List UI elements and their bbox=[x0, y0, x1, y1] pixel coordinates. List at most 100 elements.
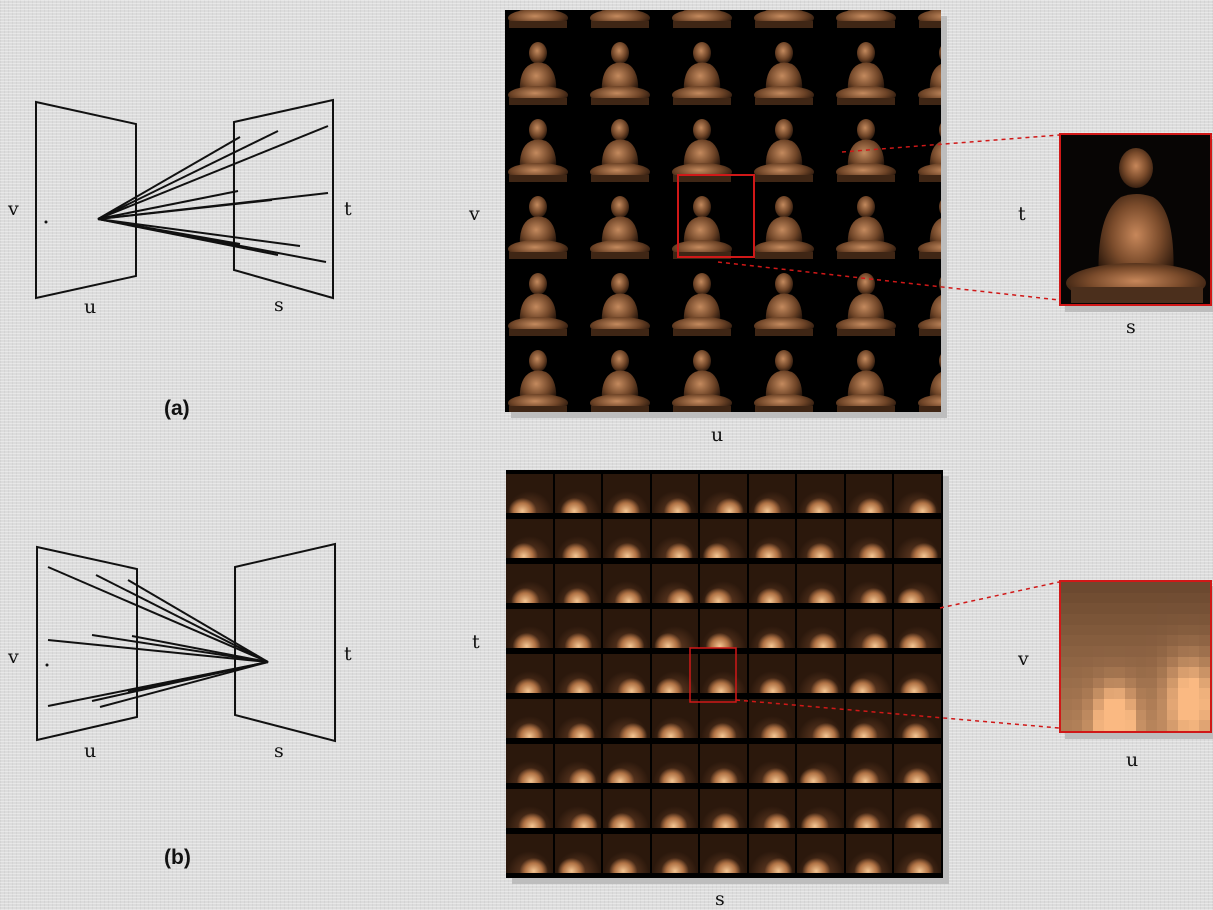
zoom-pixel bbox=[1082, 709, 1094, 721]
light-pattern-thumbnail bbox=[554, 474, 601, 513]
light-pattern-thumbnail bbox=[603, 699, 650, 738]
zoom-pixel bbox=[1156, 720, 1168, 731]
zoom-pixel bbox=[1167, 720, 1179, 731]
zoom-pixel bbox=[1071, 582, 1083, 594]
light-pattern-thumbnail bbox=[797, 564, 844, 603]
zoom-pixel bbox=[1061, 656, 1073, 668]
panel-a-zoom-view bbox=[1059, 133, 1212, 306]
panel-b-s-label: s bbox=[274, 740, 284, 762]
panel-b-connector-top bbox=[939, 581, 1060, 609]
zoom-pixel bbox=[1082, 688, 1094, 700]
zoom-pixel bbox=[1082, 613, 1094, 626]
zoom-pixel bbox=[1103, 645, 1115, 657]
zoom-pixel bbox=[1135, 645, 1147, 657]
light-pattern-thumbnail bbox=[554, 789, 601, 828]
zoom-pixel bbox=[1114, 656, 1126, 668]
zoom-pixel bbox=[1135, 624, 1147, 636]
panel-a-image-grid bbox=[505, 10, 941, 412]
light-pattern-thumbnail bbox=[748, 564, 795, 603]
zoom-pixel bbox=[1146, 603, 1158, 615]
zoom-pixel bbox=[1188, 645, 1200, 657]
light-pattern-thumbnail bbox=[506, 654, 553, 693]
zoom-pixel bbox=[1071, 677, 1083, 689]
panel-b-rays bbox=[47, 566, 269, 708]
zoom-pixel bbox=[1188, 720, 1200, 731]
buddha-zoom-image bbox=[1066, 148, 1206, 303]
light-pattern-thumbnail bbox=[894, 654, 941, 693]
zoom-pixel bbox=[1071, 635, 1083, 647]
zoom-pixel bbox=[1114, 667, 1126, 679]
zoom-pixel bbox=[1146, 677, 1158, 689]
zoom-pixel bbox=[1061, 582, 1073, 594]
panel-b-grid-s-label: s bbox=[715, 888, 725, 910]
light-pattern-thumbnail bbox=[942, 699, 943, 738]
zoom-pixel bbox=[1199, 592, 1210, 604]
zoom-pixel bbox=[1188, 582, 1200, 594]
light-pattern-thumbnail bbox=[748, 699, 795, 738]
light-pattern-thumbnail bbox=[554, 654, 601, 693]
light-pattern-thumbnail bbox=[506, 834, 553, 873]
panel-a-v-label: v bbox=[8, 198, 19, 220]
zoom-pixel bbox=[1178, 645, 1190, 657]
light-pattern-thumbnail bbox=[506, 474, 553, 513]
zoom-pixel bbox=[1061, 699, 1073, 711]
zoom-pixel bbox=[1124, 613, 1136, 626]
zoom-pixel bbox=[1082, 592, 1094, 604]
zoom-pixel bbox=[1135, 603, 1147, 615]
zoom-pixel bbox=[1103, 667, 1115, 679]
zoom-pixel bbox=[1178, 656, 1190, 668]
light-pattern-thumbnail bbox=[651, 699, 698, 738]
zoom-pixel bbox=[1071, 645, 1083, 657]
zoom-pixel bbox=[1071, 613, 1083, 626]
zoom-pixel bbox=[1178, 582, 1190, 594]
panel-b-v-label: v bbox=[8, 646, 19, 668]
light-pattern-thumbnail bbox=[603, 744, 650, 783]
light-pattern-thumbnail bbox=[554, 519, 601, 558]
zoom-pixel bbox=[1135, 709, 1147, 721]
zoom-pixel bbox=[1146, 709, 1158, 721]
zoom-pixel bbox=[1092, 688, 1105, 700]
zoom-pixel bbox=[1124, 592, 1136, 604]
zoom-pixel bbox=[1092, 582, 1105, 594]
zoom-pixel bbox=[1061, 720, 1073, 731]
light-pattern-thumbnail bbox=[894, 564, 941, 603]
zoom-pixel bbox=[1167, 709, 1179, 721]
zoom-pixel bbox=[1199, 667, 1210, 679]
zoom-pixel bbox=[1114, 582, 1126, 594]
zoom-pixel bbox=[1071, 603, 1083, 615]
zoom-pixel bbox=[1061, 592, 1073, 604]
zoom-pixel bbox=[1061, 603, 1073, 615]
zoom-pixel bbox=[1092, 635, 1105, 647]
light-pattern-thumbnail bbox=[894, 699, 941, 738]
panel-b-zoom-v-label: v bbox=[1018, 648, 1029, 670]
zoom-pixel bbox=[1135, 720, 1147, 731]
light-pattern-thumbnail bbox=[603, 834, 650, 873]
zoom-pixel bbox=[1156, 603, 1168, 615]
light-pattern-thumbnail bbox=[506, 744, 553, 783]
zoom-pixel bbox=[1124, 720, 1136, 731]
light-pattern-thumbnail bbox=[700, 654, 747, 693]
zoom-pixel bbox=[1103, 709, 1115, 721]
zoom-pixel bbox=[1167, 592, 1179, 604]
zoom-pixel bbox=[1124, 645, 1136, 657]
light-pattern-thumbnail bbox=[554, 834, 601, 873]
zoom-pixel bbox=[1188, 699, 1200, 711]
light-pattern-thumbnail bbox=[506, 519, 553, 558]
light-pattern-thumbnail bbox=[700, 519, 747, 558]
zoom-pixel bbox=[1092, 603, 1105, 615]
light-pattern-thumbnail bbox=[554, 744, 601, 783]
zoom-pixel bbox=[1071, 624, 1083, 636]
light-pattern-thumbnail bbox=[603, 654, 650, 693]
light-pattern-thumbnail bbox=[603, 519, 650, 558]
zoom-pixel bbox=[1188, 635, 1200, 647]
zoom-pixel bbox=[1124, 699, 1136, 711]
zoom-pixel bbox=[1167, 688, 1179, 700]
zoom-pixel bbox=[1199, 613, 1210, 626]
light-pattern-thumbnail bbox=[942, 609, 943, 648]
zoom-pixel bbox=[1103, 656, 1115, 668]
light-pattern-thumbnail bbox=[700, 474, 747, 513]
zoom-pixel bbox=[1199, 635, 1210, 647]
light-pattern-thumbnail bbox=[603, 474, 650, 513]
zoom-pixel bbox=[1146, 656, 1158, 668]
light-pattern-thumbnail bbox=[942, 789, 943, 828]
